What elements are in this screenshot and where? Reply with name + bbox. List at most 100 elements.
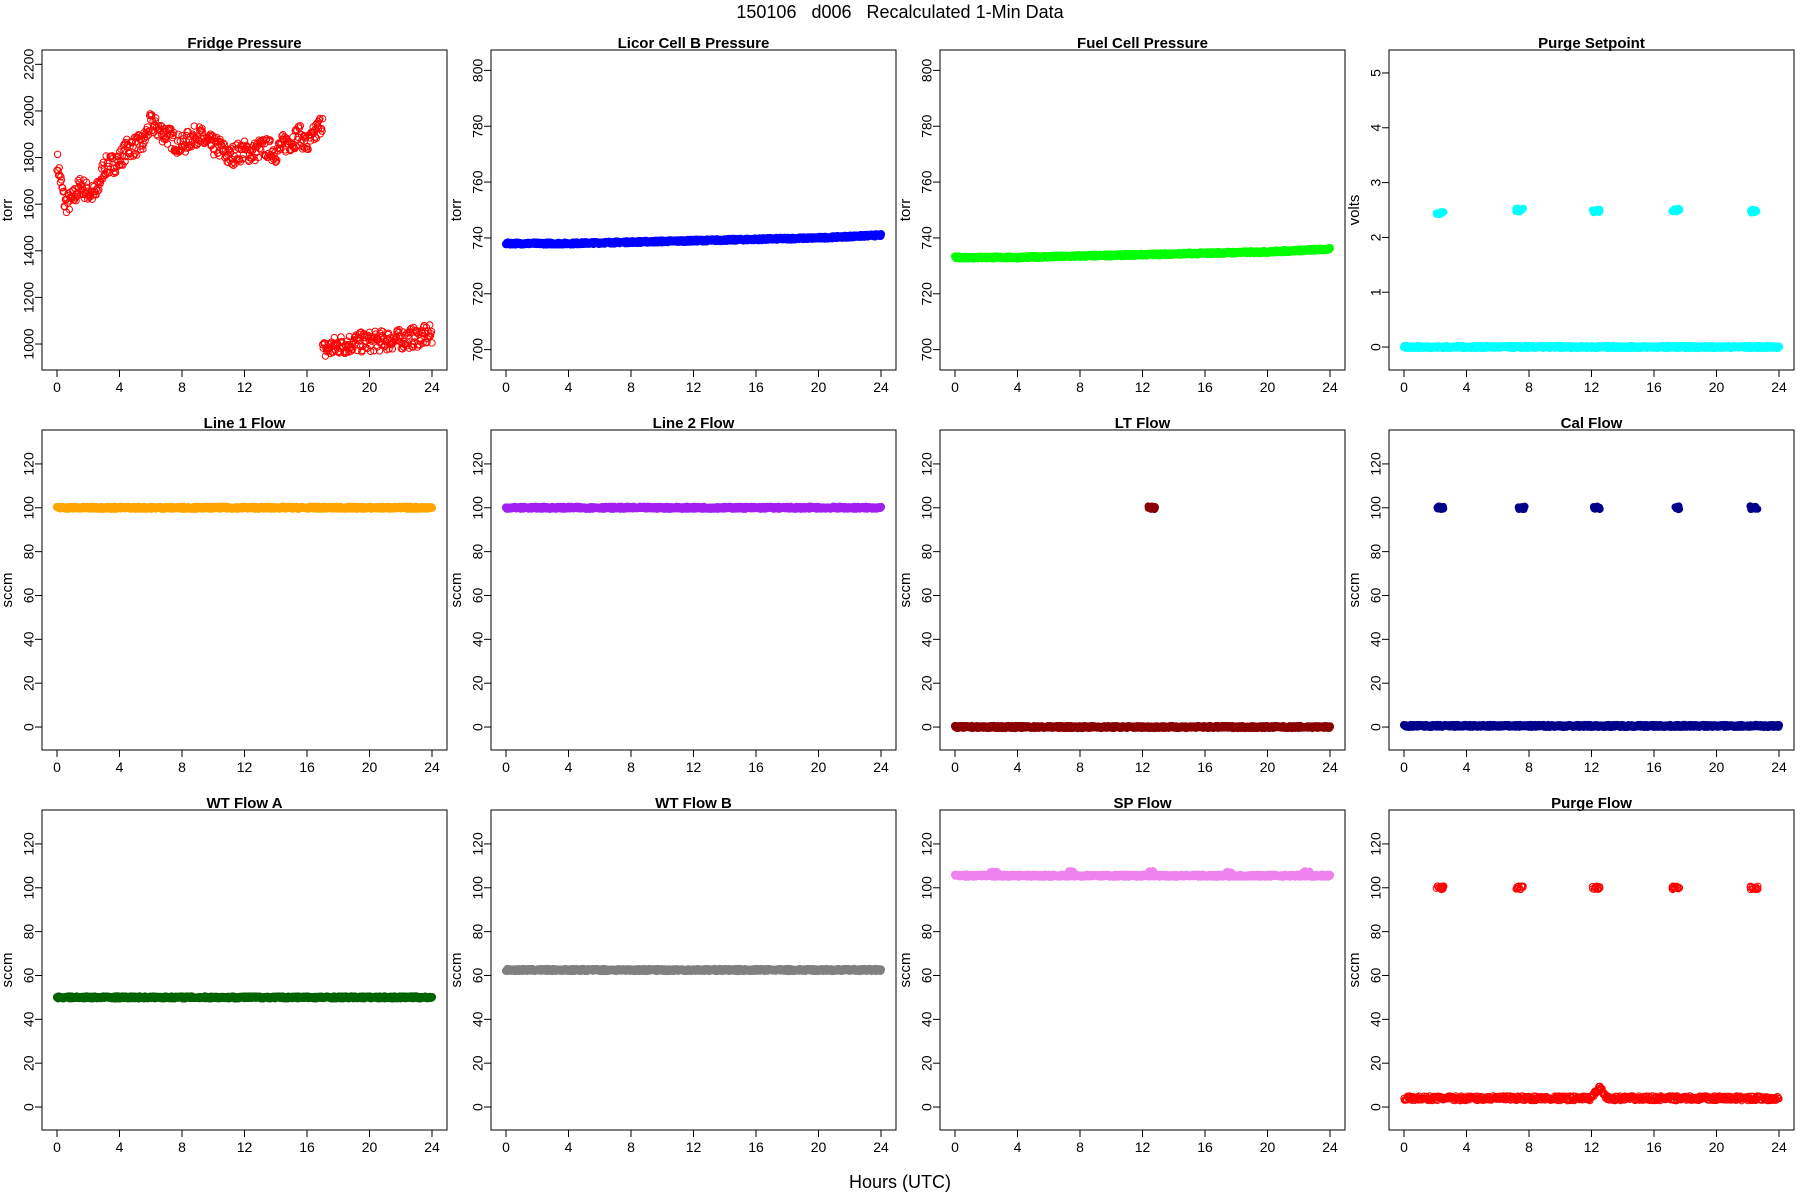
x-tick-label: 4 [1014,759,1022,775]
x-tick-label: 20 [1709,379,1725,395]
x-tick-label: 0 [951,759,959,775]
data-point [130,150,138,159]
y-tick-label: 800 [470,58,486,82]
data-point [193,141,201,149]
x-tick-label: 4 [1014,379,1022,395]
data-point [394,328,403,337]
plot-frame [490,429,897,751]
x-tick-label: 8 [1076,379,1084,395]
x-tick-label: 8 [1076,759,1084,775]
x-tick-label: 0 [502,759,510,775]
y-axis-label: torr [0,199,16,222]
plot-frame [939,429,1346,751]
data-point [304,145,312,154]
data-point [57,176,66,184]
y-axis-label: torr [897,199,914,222]
y-tick-label: 760 [470,170,486,194]
x-tick-label: 24 [873,759,889,775]
y-tick-label: 1200 [21,282,37,313]
data-point [273,156,281,164]
data-point [123,135,131,144]
data-point [220,140,229,149]
plot-frame [939,49,1346,371]
y-tick-label: 20 [470,675,486,691]
data-point [271,154,279,162]
y-tick-label: 0 [21,723,37,731]
y-tick-label: 80 [21,544,37,560]
data-point [245,146,254,154]
series-1 [52,502,437,513]
series-1 [501,502,886,513]
x-tick-label: 20 [811,379,827,395]
y-tick-label: 100 [21,496,37,520]
data-point [206,130,215,138]
data-point [105,159,113,168]
x-tick-label: 16 [1197,759,1213,775]
data-point [282,148,290,156]
panel-title: Licor Cell B Pressure [618,35,770,52]
x-tick-label: 24 [424,379,440,395]
panel-title: Purge Setpoint [1538,35,1645,52]
y-tick-label: 720 [919,282,935,306]
data-point [210,151,218,159]
y-tick-label: 740 [919,226,935,250]
data-point [198,128,207,137]
x-tick-label: 24 [1322,759,1338,775]
data-point [1774,342,1784,351]
data-point [428,339,436,347]
panel-title: Fuel Cell Pressure [1077,35,1208,52]
data-point [58,183,67,192]
data-point [88,195,96,203]
x-tick-label: 20 [1260,759,1276,775]
y-axis-label: sccm [0,573,16,608]
data-point [152,114,160,122]
y-tick-label: 20 [21,675,37,691]
data-point [260,139,269,148]
x-tick-label: 24 [424,759,440,775]
y-tick-label: 60 [470,587,486,603]
data-point [235,156,244,164]
data-point [169,131,177,140]
y-tick-label: 5 [1368,69,1384,77]
data-point [366,347,375,356]
y-tick-label: 20 [919,675,935,691]
data-point [128,138,137,147]
data-point [169,128,178,137]
data-point [318,127,326,135]
y-tick-label: 3 [1368,178,1384,186]
x-tick-label: 8 [178,759,186,775]
data-point [420,321,428,330]
series-1 [950,244,1335,263]
data-point [876,502,886,512]
data-point [1590,208,1599,216]
x-tick-label: 12 [237,379,253,395]
data-point [335,349,344,357]
data-point [318,114,327,123]
data-point [349,345,357,353]
data-point [341,349,349,358]
series-1 [501,230,886,249]
data-point [306,137,315,145]
x-tick-label: 4 [565,759,573,775]
x-tick-label: 0 [502,379,510,395]
data-point [419,339,427,347]
y-tick-label: 0 [919,723,935,731]
data-point [339,342,347,351]
data-point [56,171,64,179]
y-tick-label: 40 [21,631,37,647]
data-point [143,123,152,131]
x-tick-label: 20 [811,759,827,775]
data-point [229,161,238,169]
data-point [373,343,382,351]
x-tick-label: 12 [1584,379,1600,395]
data-point [1437,208,1445,216]
y-tick-label: 1400 [21,235,37,266]
x-tick-label: 8 [627,759,635,775]
x-tick-label: 8 [178,379,186,395]
